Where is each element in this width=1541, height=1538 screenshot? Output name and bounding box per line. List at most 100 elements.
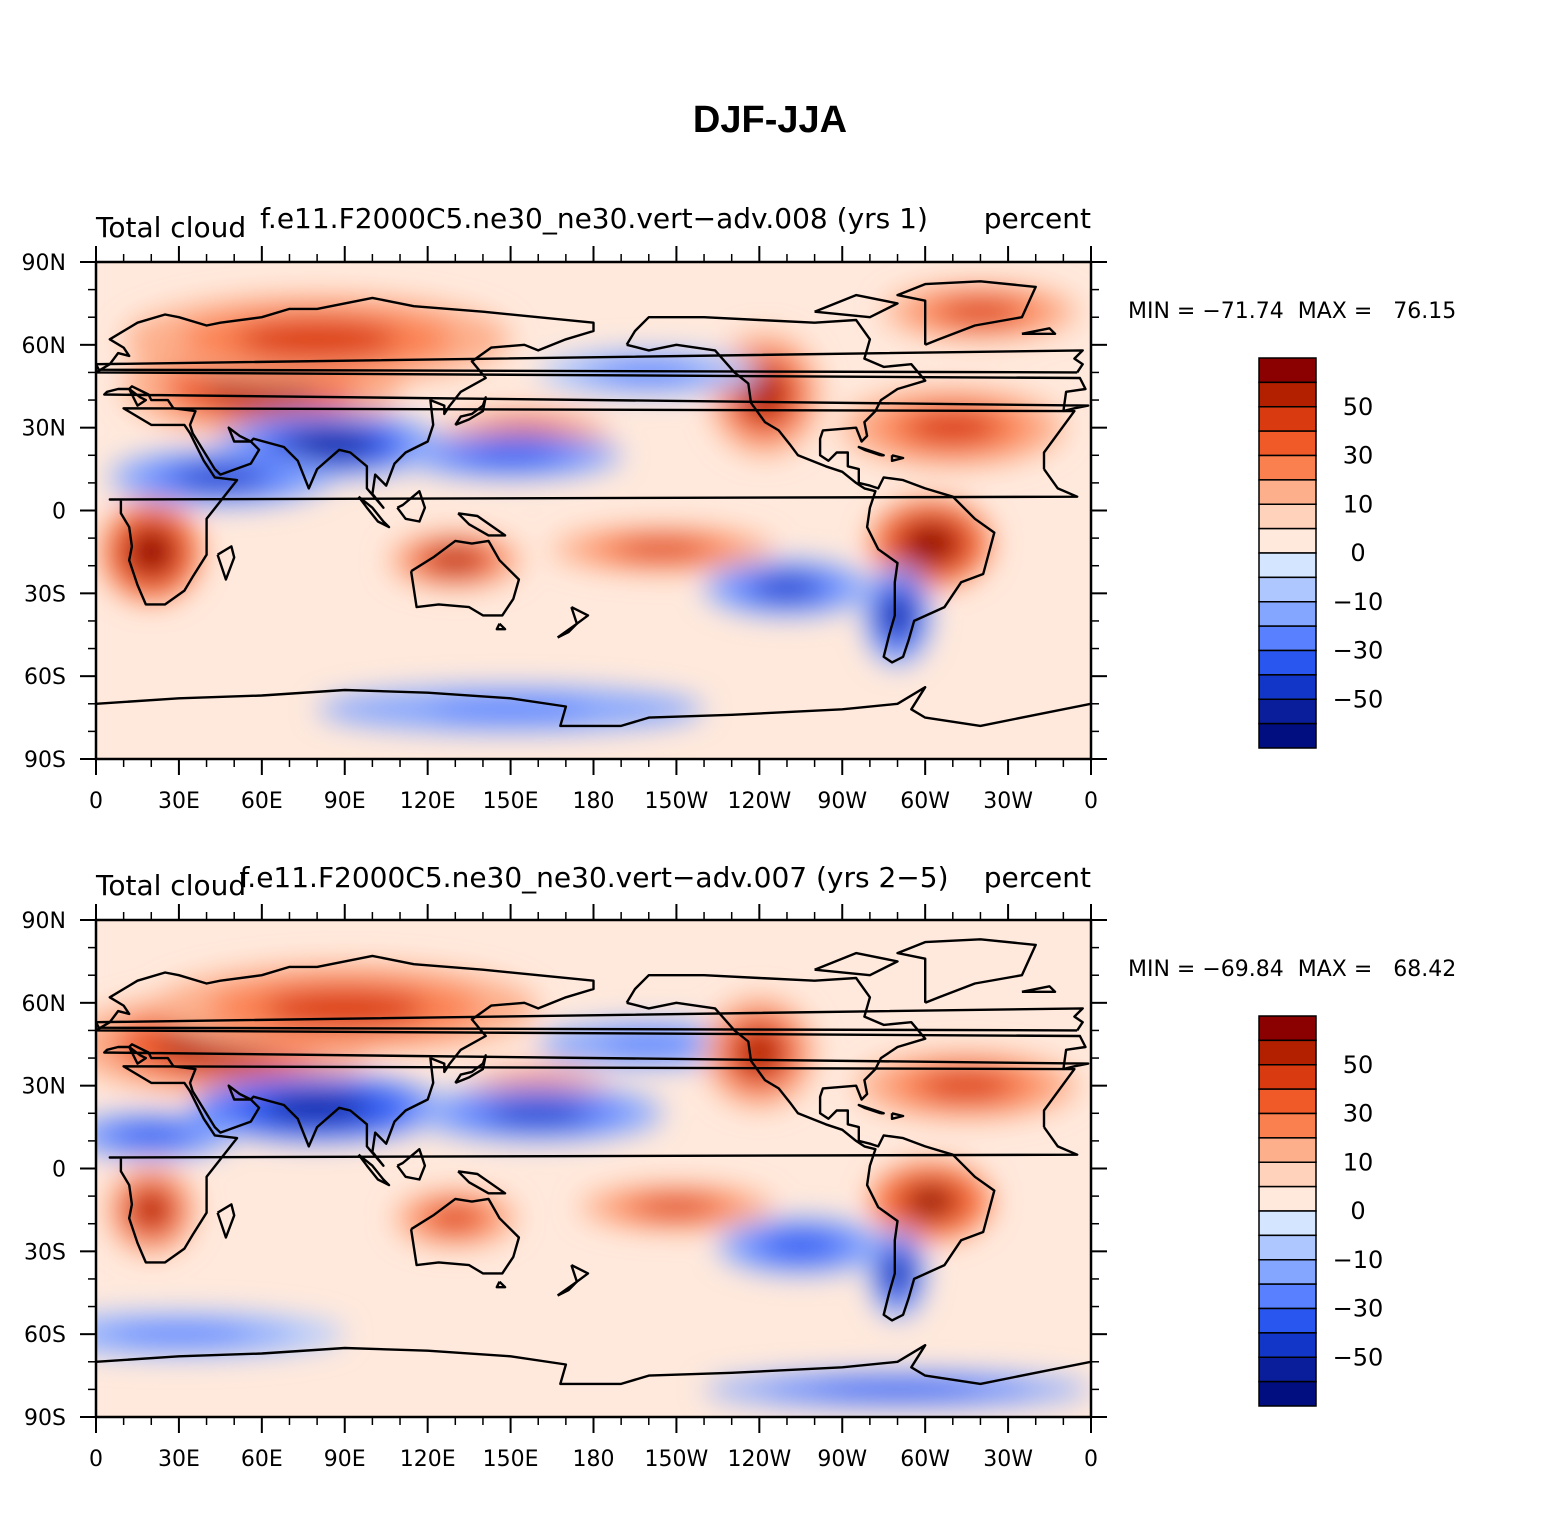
- colorbar-label: −50: [1333, 685, 1384, 713]
- panel-2-min-max: MIN = −69.84 MAX = 68.42: [1128, 957, 1456, 982]
- x-tick-label: 120E: [400, 789, 456, 814]
- y-tick-label: 0: [52, 500, 66, 525]
- colorbar-label: 30: [1343, 442, 1374, 470]
- coastline: [570, 1264, 590, 1283]
- colorbar-box: [1258, 601, 1317, 627]
- panel-1-axes: 0 30E 60E 90E 120E 150E 180 150W 120W 90W 60W 30W 09…: [22, 246, 1107, 814]
- y-tick-label: 30N: [22, 417, 66, 442]
- colorbar-box: [1258, 576, 1317, 603]
- coastline: [357, 1153, 391, 1187]
- y-tick-label: 90N: [22, 909, 66, 934]
- y-tick-label: 30N: [22, 1075, 66, 1100]
- x-tick-label: 0: [1084, 1447, 1098, 1472]
- colorbar-box: [1258, 1259, 1317, 1285]
- anomaly-blob: [464, 446, 558, 465]
- colorbar-box: [1258, 1161, 1317, 1188]
- colorbar-box: [1258, 649, 1317, 676]
- x-tick-label: 0: [89, 789, 103, 814]
- panel-2-case-title: f.e11.F2000C5.ne30_ne30.vert−adv.007 (yr…: [239, 861, 948, 894]
- anomaly-blobs: [96, 964, 1091, 1406]
- y-tick-label: 60N: [22, 334, 66, 359]
- panel-2-colorbar: 50 30 10 0 −10 −30 −50: [1258, 1015, 1384, 1407]
- colorbar-box: [1258, 1185, 1317, 1212]
- panel-2-coastlines: [96, 938, 1091, 1386]
- panel-1-min-max: MIN = −71.74 MAX = 76.15: [1128, 299, 1456, 324]
- x-tick-label: 60E: [241, 1447, 283, 1472]
- colorbar-box: [1258, 625, 1317, 652]
- panel-1-field: [96, 262, 1091, 759]
- anomaly-blob: [906, 411, 1000, 444]
- colorbar-box: [1258, 674, 1317, 700]
- colorbar-box: [1258, 454, 1317, 481]
- coastline: [495, 622, 507, 631]
- coastline: [495, 1280, 507, 1289]
- coastline: [625, 974, 996, 1322]
- colorbar-box: [1258, 552, 1317, 579]
- colorbar-label: 30: [1343, 1100, 1374, 1128]
- anomaly-blob: [602, 363, 696, 382]
- panel-1-case-title: f.e11.F2000C5.ne30_ne30.vert−adv.008 (yr…: [260, 202, 928, 235]
- x-tick-label: 90E: [324, 789, 366, 814]
- map-panel-1: Total cloud f.e11.F2000C5.ne30_ne30.vert…: [22, 202, 1457, 814]
- coastline: [625, 316, 996, 664]
- y-tick-label: 30S: [24, 1240, 66, 1265]
- colorbar-box: [1258, 1137, 1317, 1163]
- colorbar-label: −10: [1333, 1246, 1384, 1274]
- panel-1-units-label: percent: [984, 202, 1091, 235]
- colorbar-box: [1258, 1307, 1317, 1334]
- coastline: [556, 622, 579, 639]
- anomaly-blob: [905, 1185, 957, 1218]
- x-tick-label: 120E: [400, 1447, 456, 1472]
- x-tick-label: 120W: [727, 1447, 791, 1472]
- colorbar-label: 50: [1343, 1051, 1374, 1079]
- panel-1-colorbar: 50 30 10 0 −10 −30 −50: [1258, 357, 1384, 749]
- anomaly-blob: [485, 1101, 591, 1125]
- coastline: [457, 512, 507, 537]
- coastline: [814, 293, 899, 319]
- colorbar-box: [1258, 1283, 1317, 1310]
- coastline: [396, 490, 427, 523]
- colorbar-box: [1258, 1039, 1317, 1066]
- coastline: [570, 606, 590, 625]
- anomaly-blob: [616, 539, 710, 559]
- panel-2-field: [96, 920, 1091, 1417]
- panel-1-variable-label: Total cloud: [95, 211, 246, 244]
- anomaly-blob: [263, 989, 427, 1027]
- colorbar-label: 10: [1343, 1148, 1374, 1176]
- colorbar-box: [1258, 1210, 1317, 1237]
- x-tick-label: 30E: [158, 789, 200, 814]
- colorbar-label: −50: [1333, 1343, 1384, 1371]
- coastline: [890, 454, 905, 462]
- anomaly-blob: [905, 525, 957, 563]
- coastline: [1021, 985, 1057, 993]
- colorbar-box: [1258, 698, 1317, 725]
- figure-title: DJF-JJA: [693, 99, 847, 141]
- panel-2-variable-label: Total cloud: [95, 869, 246, 902]
- coastline: [454, 1054, 487, 1085]
- anomaly-blob: [427, 548, 484, 572]
- colorbar-box: [1258, 503, 1317, 530]
- colorbar-label: −10: [1333, 588, 1384, 616]
- x-tick-label: 60W: [900, 789, 950, 814]
- coastline: [409, 539, 521, 617]
- x-tick-label: 150E: [483, 789, 539, 814]
- colorbar-box: [1258, 1380, 1317, 1407]
- map-panel-2: Total cloud f.e11.F2000C5.ne30_ne30.vert…: [22, 861, 1457, 1472]
- colorbar-label: 50: [1343, 393, 1374, 421]
- y-tick-label: 90S: [24, 748, 66, 773]
- x-tick-label: 150W: [645, 1447, 709, 1472]
- anomaly-blob: [235, 320, 399, 358]
- coastline: [96, 296, 1090, 509]
- anomaly-blob: [264, 1093, 370, 1122]
- x-tick-label: 90W: [817, 789, 867, 814]
- x-tick-label: 90E: [324, 1447, 366, 1472]
- coastline: [357, 495, 391, 529]
- colorbar-box: [1258, 430, 1317, 457]
- colorbar-label: 0: [1350, 1197, 1365, 1225]
- panel-2-units-label: percent: [984, 861, 1091, 894]
- coastline: [96, 954, 1090, 1167]
- colorbar-label: −30: [1333, 1295, 1384, 1323]
- colorbar-box: [1258, 1064, 1317, 1090]
- anomaly-blob: [816, 1382, 979, 1397]
